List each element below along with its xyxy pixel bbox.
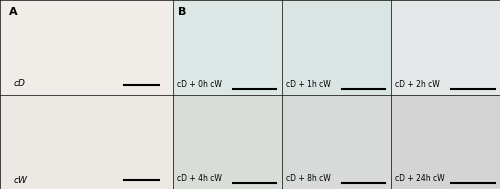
Text: B: B <box>178 7 186 17</box>
Text: cD + 0h cW: cD + 0h cW <box>177 80 222 89</box>
Text: cD + 4h cW: cD + 4h cW <box>177 174 222 183</box>
Text: cW: cW <box>14 176 28 185</box>
Text: cD: cD <box>14 79 26 88</box>
Text: cD + 24h cW: cD + 24h cW <box>395 174 445 183</box>
Text: cD + 2h cW: cD + 2h cW <box>395 80 440 89</box>
Text: A: A <box>8 7 17 17</box>
Text: cD + 8h cW: cD + 8h cW <box>286 174 331 183</box>
Text: cD + 1h cW: cD + 1h cW <box>286 80 331 89</box>
